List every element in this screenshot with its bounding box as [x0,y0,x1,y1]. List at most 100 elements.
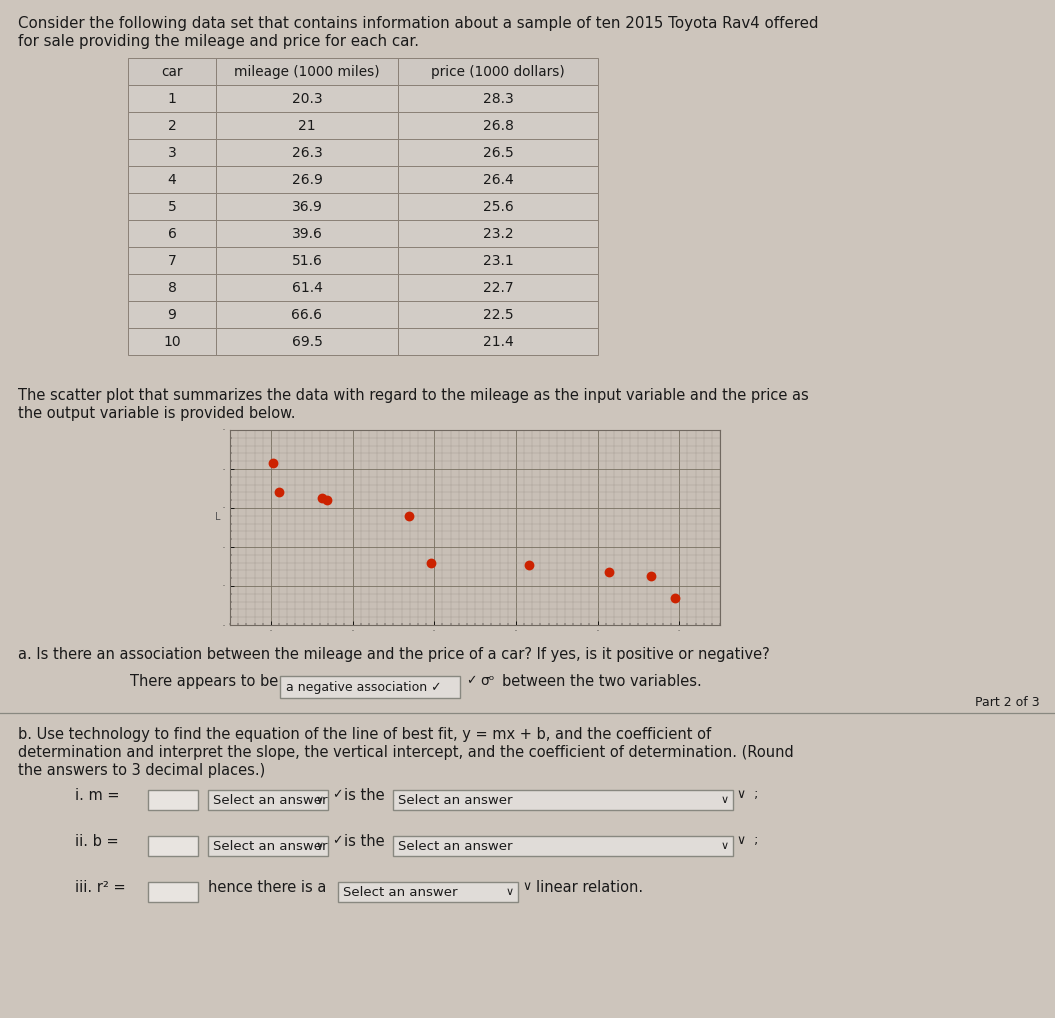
Text: 66.6: 66.6 [291,307,323,322]
Text: between the two variables.: between the two variables. [502,674,702,689]
Bar [208,790,328,810]
Bar [216,166,398,193]
Text: car: car [161,64,183,78]
Text: a. Is there an association between the mileage and the price of a car? If yes, i: a. Is there an association between the m… [18,647,770,662]
Bar [148,790,198,810]
Text: 7: 7 [168,253,176,268]
Text: 69.5: 69.5 [291,335,323,348]
Text: 3: 3 [168,146,176,160]
Text: the output variable is provided below.: the output variable is provided below. [18,406,295,421]
Text: 21: 21 [299,118,315,132]
Bar [398,84,598,112]
Bar [398,247,598,274]
Text: for sale providing the mileage and price for each car.: for sale providing the mileage and price… [18,34,419,49]
Point [401,508,418,524]
Text: 23.2: 23.2 [483,226,514,240]
Text: 20.3: 20.3 [291,92,323,106]
Text: ∨: ∨ [316,795,324,805]
Text: b. Use technology to find the equation of the line of best fit, y = mx + b, and : b. Use technology to find the equation o… [18,727,711,742]
Text: ∨: ∨ [721,841,729,851]
Text: 23.1: 23.1 [482,253,514,268]
Bar [394,790,733,810]
Bar [398,220,598,247]
Text: 8: 8 [168,281,176,294]
Text: ∨: ∨ [522,880,531,893]
Text: 26.9: 26.9 [291,172,323,186]
Bar [398,274,598,301]
Bar [216,220,398,247]
Text: the answers to 3 decimal places.): the answers to 3 decimal places.) [18,764,265,778]
Text: 9: 9 [168,307,176,322]
Bar [216,84,398,112]
Text: ∨: ∨ [721,795,729,805]
Bar [128,328,216,355]
Text: determination and interpret the slope, the vertical intercept, and the coefficie: determination and interpret the slope, t… [18,745,793,760]
Bar [398,166,598,193]
Bar [148,882,198,902]
Text: 39.6: 39.6 [291,226,323,240]
Text: 5: 5 [168,200,176,214]
Text: Select an answer: Select an answer [213,793,327,806]
Text: Select an answer: Select an answer [343,886,458,899]
Bar [128,166,216,193]
Point [270,485,287,501]
Text: ∨: ∨ [316,841,324,851]
Text: ✓: ✓ [332,834,343,847]
Text: ✓: ✓ [332,788,343,801]
Point [600,564,617,580]
Text: The scatter plot that summarizes the data with regard to the mileage as the inpu: The scatter plot that summarizes the dat… [18,388,809,403]
Text: 28.3: 28.3 [482,92,514,106]
Bar [128,220,216,247]
Text: 1: 1 [168,92,176,106]
Bar [398,301,598,328]
Bar [128,58,216,84]
Text: 10: 10 [164,335,180,348]
Text: ✓: ✓ [466,674,477,687]
Text: Select an answer: Select an answer [213,840,327,852]
Bar [216,301,398,328]
Bar [216,58,398,84]
Text: ∨: ∨ [506,887,514,897]
Bar [398,139,598,166]
Bar [398,193,598,220]
Bar [128,112,216,139]
Text: Part 2 of 3: Part 2 of 3 [976,696,1040,709]
Point [265,455,282,471]
Bar [398,112,598,139]
Bar [394,836,733,856]
Text: price (1000 dollars): price (1000 dollars) [431,64,564,78]
Bar [128,139,216,166]
Text: 26.4: 26.4 [482,172,514,186]
Bar [216,139,398,166]
Text: There appears to be: There appears to be [130,674,279,689]
Text: 26.8: 26.8 [482,118,514,132]
Text: i. m =: i. m = [75,788,119,803]
Point [313,490,330,506]
Bar [148,836,198,856]
Text: linear relation.: linear relation. [536,880,644,895]
Text: mileage (1000 miles): mileage (1000 miles) [234,64,380,78]
Bar [338,882,518,902]
Text: iii. r² =: iii. r² = [75,880,126,895]
Bar [280,676,460,698]
Text: ∨  ;: ∨ ; [737,834,759,847]
Text: hence there is a: hence there is a [208,880,326,895]
Text: is the: is the [344,834,385,849]
Text: 26.3: 26.3 [291,146,323,160]
Text: Select an answer: Select an answer [398,793,513,806]
Bar [216,274,398,301]
Bar [398,328,598,355]
Bar [128,84,216,112]
Point [667,589,684,606]
Text: 36.9: 36.9 [291,200,323,214]
Bar [128,301,216,328]
Text: 2: 2 [168,118,176,132]
Bar [216,112,398,139]
Text: 4: 4 [168,172,176,186]
Point [642,568,659,584]
Bar [208,836,328,856]
Text: 51.6: 51.6 [291,253,323,268]
Text: 22.5: 22.5 [483,307,514,322]
Text: is the: is the [344,788,385,803]
Text: 61.4: 61.4 [291,281,323,294]
